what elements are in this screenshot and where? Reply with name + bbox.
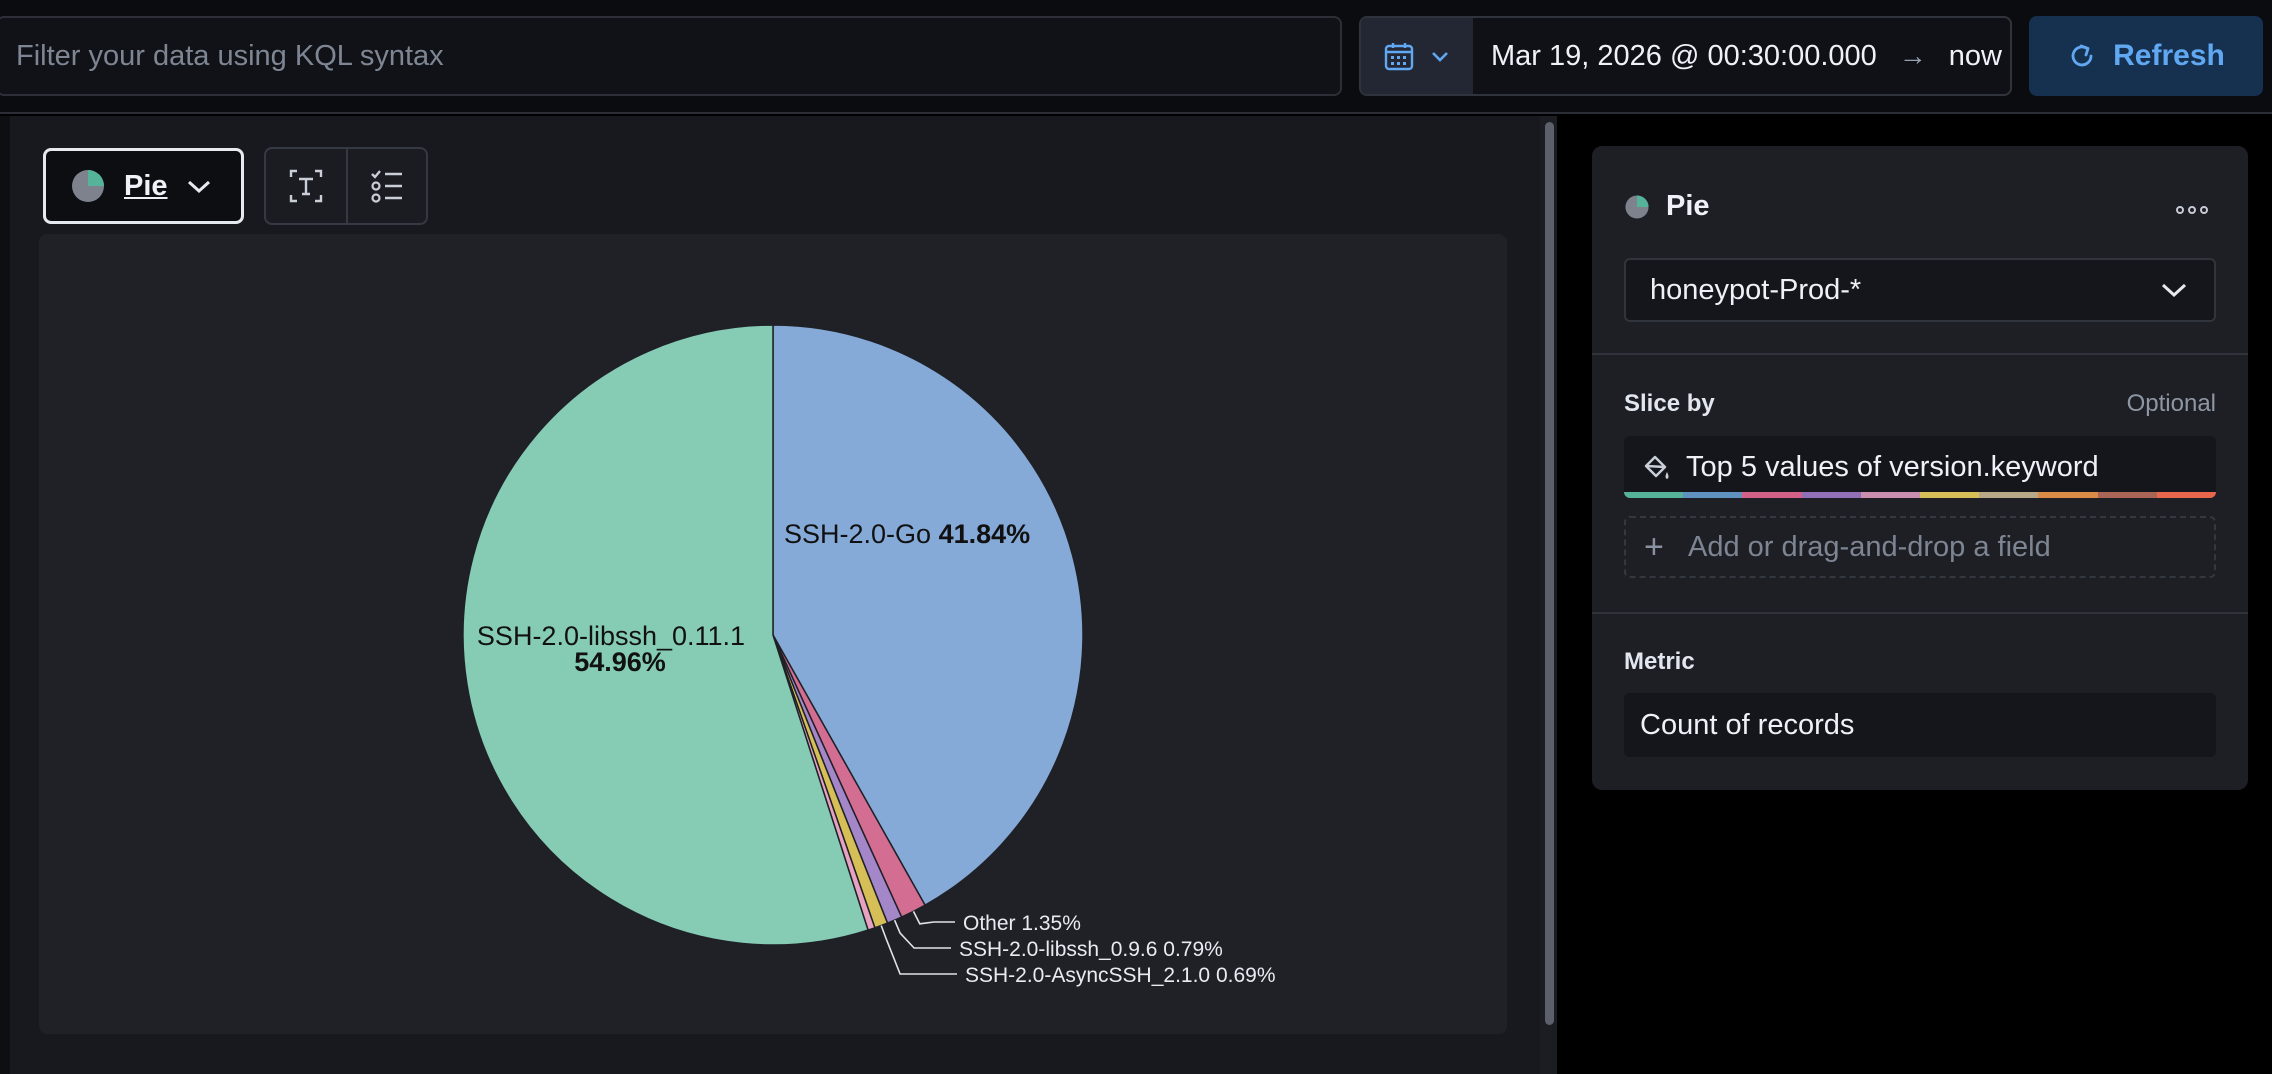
range-arrow-icon: → [1898,40,1927,71]
palette-swatch [2156,492,2216,498]
quick-menu-button[interactable] [1361,18,1473,94]
data-view-select[interactable]: honeypot-Prod-* [1624,258,2216,322]
pie-chart-icon [1625,194,1649,219]
chart-type-button[interactable]: Pie [43,148,244,224]
pie-slice[interactable] [772,324,1084,907]
chevron-down-icon [1432,52,1448,62]
pie-chart-icon [72,170,104,202]
refresh-label: Refresh [2113,39,2225,72]
slice-by-value: Top 5 values of version.keyword [1686,450,2099,483]
slice-by-label: Slice by [1624,390,1715,417]
leader-line [880,925,957,975]
pie-chart[interactable]: SSH-2.0-Go 41.84% SSH-2.0-libssh_0.11.154… [39,234,1507,1034]
layer-title: Pie [1666,190,1710,222]
palette-swatch [1920,492,1980,498]
text-labels-button[interactable] [266,149,346,223]
add-field-label: Add or drag-and-drop a field [1688,530,2051,563]
palette-swatch [1683,492,1743,498]
chart-type-label: Pie [124,169,168,202]
legend-icon [371,170,402,203]
legend-button[interactable] [346,149,426,223]
scrollbar-thumb[interactable] [1545,122,1554,1025]
slice-label-outside: Other 1.35% [963,912,1081,935]
end-date[interactable]: now [1948,39,2002,72]
chevron-down-icon [187,180,210,194]
divider [1592,612,2248,614]
slice-label-outside: SSH-2.0-libssh_0.9.6 0.79% [959,938,1223,961]
color-palette-bar [1624,492,2216,498]
optional-label: Optional [2126,390,2216,417]
plus-icon: + [1644,528,1664,566]
left-edge [0,116,10,1074]
metric-value: Count of records [1640,708,1855,741]
metric-label: Metric [1624,648,1695,675]
kql-search-field[interactable] [0,16,1342,96]
layer-header: Pie [1624,190,1710,223]
data-view-value: honeypot-Prod-* [1650,273,1862,306]
more-actions-icon[interactable] [2176,206,2208,214]
palette-swatch [2097,492,2157,498]
paint-bucket-icon [1644,455,1669,479]
slice-by-dimension-button[interactable]: Top 5 values of version.keyword [1624,436,2216,498]
slice-label-libssh-0111-percent: 54.96% [574,647,666,677]
chart-options-group [264,147,428,225]
layer-config-panel: Pie honeypot-Prod-* Slice by Optional To… [1592,146,2248,790]
palette-swatch [1860,492,1921,498]
slice-label-outside: SSH-2.0-AsyncSSH_2.1.0 0.69% [965,964,1276,987]
pie-slice[interactable] [462,324,869,946]
divider [1592,353,2248,355]
palette-swatch [2038,492,2098,498]
chart-panel: SSH-2.0-Go 41.84% SSH-2.0-libssh_0.11.1 54… [39,234,1507,1034]
slice-label-go: SSH-2.0-Go 41.84% [784,519,1030,549]
chevron-down-icon [2161,283,2187,298]
query-bar: Mar 19, 2026 @ 00:30:00.000 → now Refres… [0,0,2272,114]
text-labels-icon [289,169,323,203]
slice-label-libssh-0111: SSH-2.0-libssh_0.11.1 [477,621,745,651]
leader-line [912,910,955,925]
start-date[interactable]: Mar 19, 2026 @ 00:30:00.000 [1491,39,1877,72]
metric-dimension-button[interactable]: Count of records [1624,693,2216,757]
calendar-icon [1384,43,1414,71]
date-range: Mar 19, 2026 @ 00:30:00.000 → now [1491,18,2002,94]
refresh-button[interactable]: Refresh [2029,16,2263,96]
date-picker[interactable]: Mar 19, 2026 @ 00:30:00.000 → now [1359,16,2012,96]
palette-swatch [1801,492,1861,498]
add-field-dropzone[interactable]: + Add or drag-and-drop a field [1624,516,2216,578]
palette-swatch [1979,492,2039,498]
palette-swatch [1742,492,1802,498]
refresh-icon [2071,44,2093,67]
kql-input[interactable] [16,18,1316,94]
leader-line [893,919,951,949]
palette-swatch [1624,492,1684,498]
